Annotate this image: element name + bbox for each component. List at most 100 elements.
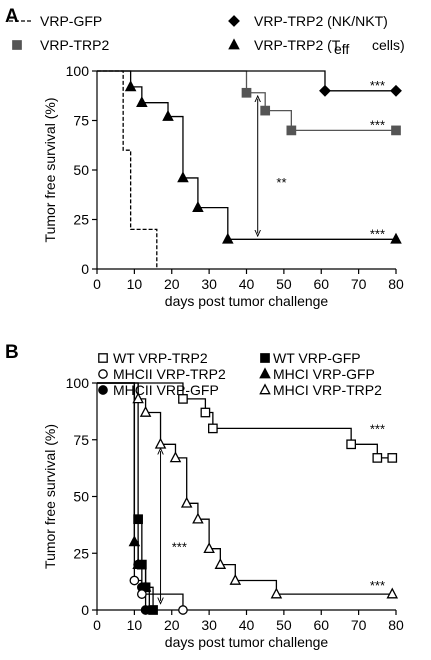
data-point — [386, 587, 399, 599]
series-3 — [97, 382, 151, 615]
data-point — [140, 605, 151, 615]
x-tick-label: 40 — [239, 276, 255, 292]
x-tick-label: 10 — [127, 617, 143, 633]
y-tick-label: 0 — [81, 602, 89, 618]
legend-label: WT VRP-GFP — [273, 350, 361, 366]
legend-label: WT VRP-TRP2 — [113, 350, 208, 366]
data-point — [372, 453, 383, 463]
data-point — [124, 80, 137, 92]
y-tick-label: 75 — [73, 432, 89, 448]
series-6 — [97, 382, 399, 599]
legend-item: WT VRP-GFP — [260, 350, 361, 366]
significance-label: *** — [172, 539, 187, 554]
x-tick-label: 0 — [93, 617, 101, 633]
significance-label: *** — [370, 421, 385, 436]
x-tick-label: 50 — [276, 276, 292, 292]
data-point — [391, 125, 401, 136]
legend-label: MHCII VRP-TRP2 — [113, 366, 226, 382]
series-line — [97, 382, 154, 610]
data-point — [387, 453, 398, 463]
x-tick-label: 20 — [164, 276, 180, 292]
series-4 — [97, 70, 402, 244]
data-point — [192, 201, 204, 212]
y-tick-label: 25 — [73, 545, 89, 561]
legend: VRP-GFP VRP-TRP2 VRP-TRP2 (NK/NKT) VRP-TRP2… — [9, 13, 405, 57]
y-tick-label: 75 — [73, 113, 89, 129]
legend-label: MHCI VRP-GFP — [273, 366, 375, 382]
data-point — [132, 392, 144, 404]
data-point — [136, 96, 148, 108]
legend-label-tail: cells) — [372, 37, 405, 53]
legend-marker — [259, 383, 271, 395]
significance-label: *** — [370, 226, 385, 241]
legend-item: MHCI VRP-GFP — [259, 366, 375, 382]
y-tick-label: 100 — [66, 63, 90, 79]
legend-item: WT VRP-TRP2 — [98, 350, 208, 366]
x-tick-label: 20 — [164, 617, 180, 633]
legend-marker — [260, 353, 270, 363]
x-tick-label: 60 — [313, 617, 329, 633]
x-axis-label: days post tumor challenge — [165, 293, 329, 309]
y-tick-label: 50 — [73, 162, 89, 178]
panel-b-chart: B 0 10 20 30 40 50 60 70 80 0 25 50 75 100 days post tu… — [5, 342, 404, 650]
legend-item: MHCI VRP-TRP2 — [259, 382, 382, 398]
legend-item: VRP-GFP — [9, 13, 102, 29]
x-axis-label: days post tumor challenge — [165, 634, 329, 650]
data-point — [390, 232, 402, 244]
series-3 — [97, 70, 402, 97]
x-tick-label: 70 — [351, 276, 367, 292]
data-point — [208, 423, 218, 434]
y-tick-label: 100 — [66, 375, 90, 391]
legend-item: MHCII VRP-GFP — [98, 382, 219, 398]
x-tick-label: 50 — [276, 617, 292, 633]
data-point — [129, 575, 140, 586]
legend-marker — [228, 38, 240, 50]
legend-marker — [98, 353, 108, 363]
data-point — [178, 605, 188, 615]
legend-marker — [259, 367, 271, 379]
x-tick-label: 30 — [201, 617, 217, 633]
x-tick-label: 0 — [93, 276, 101, 292]
data-point — [177, 171, 189, 183]
data-point — [214, 558, 227, 569]
legend-marker — [12, 40, 22, 50]
significance-label: *** — [370, 117, 385, 132]
legend-marker — [228, 15, 240, 27]
legend-marker — [98, 385, 108, 395]
data-point — [137, 589, 147, 599]
series-line — [97, 382, 184, 610]
data-point — [260, 105, 271, 116]
x-tick-label: 60 — [313, 276, 329, 292]
y-tick-label: 50 — [73, 489, 89, 505]
data-point — [346, 439, 357, 450]
legend-label-subscript: eff — [334, 41, 349, 57]
data-point — [222, 232, 234, 244]
data-point — [241, 87, 252, 98]
legend-label: VRP-GFP — [40, 13, 102, 29]
y-axis-label: Tumor free survival (%) — [42, 424, 58, 569]
series-2 — [97, 70, 401, 136]
data-point — [132, 558, 144, 569]
legend-label: VRP-TRP2 (T — [254, 37, 341, 53]
data-point — [192, 512, 204, 524]
x-tick-label: 40 — [239, 617, 255, 633]
legend-item: VRP-TRP2 (NK/NKT) — [228, 13, 388, 29]
data-point — [154, 437, 167, 449]
series-line — [97, 382, 393, 595]
panel-letter: A — [5, 6, 19, 27]
legend-item: MHCII VRP-TRP2 — [98, 366, 226, 382]
data-point — [180, 496, 193, 508]
series-line — [97, 70, 158, 269]
x-tick-label: 30 — [201, 276, 217, 292]
panel-letter: B — [5, 342, 19, 363]
data-point — [203, 542, 215, 554]
series-line — [97, 70, 396, 92]
data-point — [178, 394, 188, 404]
data-point — [390, 84, 402, 97]
data-point — [319, 84, 331, 97]
data-point — [169, 451, 182, 463]
x-tick-label: 10 — [127, 276, 143, 292]
